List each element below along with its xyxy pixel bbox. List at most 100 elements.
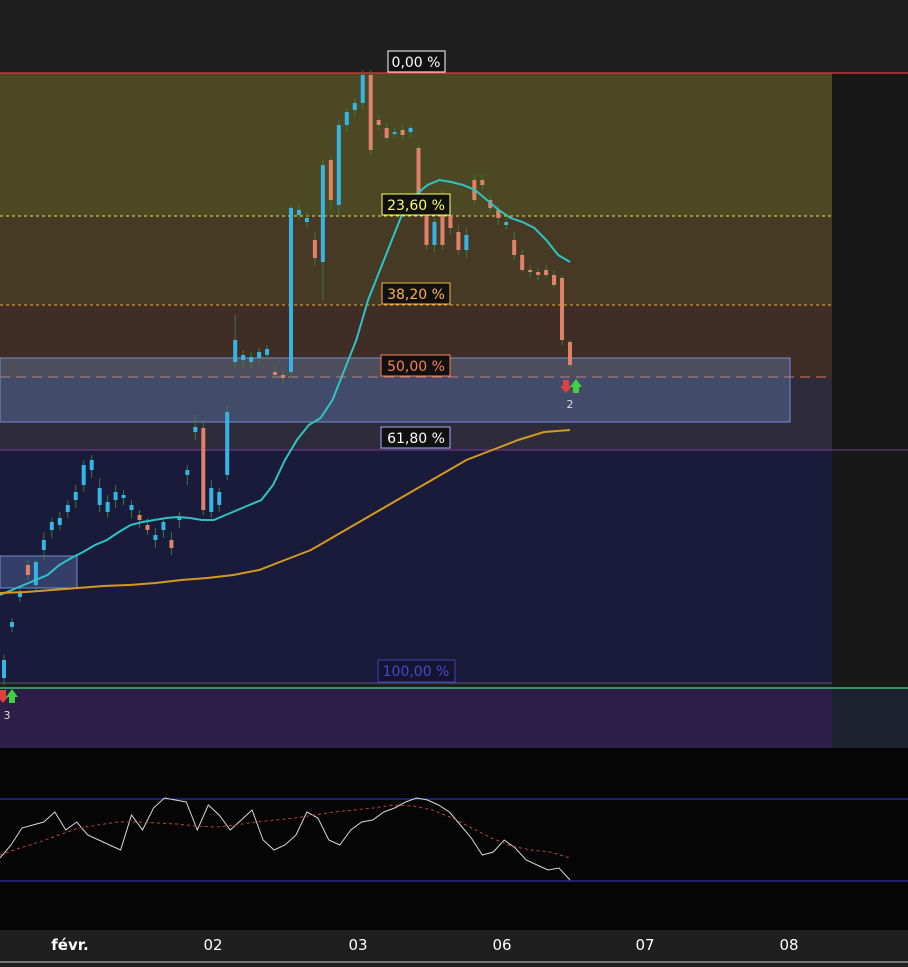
arrow-up-icon (570, 379, 582, 393)
fib-label-100: 100,00 % (377, 659, 456, 683)
candle-body (440, 195, 445, 245)
candle-body (169, 540, 174, 548)
signal-marker-end-label: 2 (567, 398, 574, 411)
ema-fast-line (0, 178, 571, 596)
candle-body (416, 148, 421, 195)
signal-marker-start-label: 3 (4, 709, 11, 722)
candle-body (201, 428, 206, 510)
fib-label-61: 61,80 % (380, 426, 451, 449)
candle-body (432, 222, 437, 245)
x-tick-label-03: 03 (348, 936, 367, 954)
x-tick-label-07: 07 (635, 936, 654, 954)
signal-marker-start[interactable]: 3 (0, 689, 18, 722)
candle-body (129, 505, 134, 510)
candle-body (552, 275, 557, 285)
fib-label-0-text: 0,00 % (392, 55, 441, 71)
fib-label-0: 0,00 % (387, 50, 446, 73)
candle-body (9, 622, 14, 627)
candle-body (480, 180, 485, 185)
candle-body (408, 128, 413, 132)
candle-body (25, 565, 30, 575)
candle-body (97, 488, 102, 505)
candle-body (448, 215, 453, 228)
candle-body (17, 592, 22, 597)
candle-body (241, 355, 246, 360)
candle-body (121, 495, 126, 498)
candle-body (376, 120, 381, 125)
candle-body (185, 470, 190, 475)
candle-body (344, 112, 349, 125)
candle-body (496, 210, 501, 218)
candle-body (368, 75, 373, 150)
candle-body (49, 522, 54, 530)
candles-group (2, 70, 572, 685)
candle-body (105, 502, 110, 512)
x-tick-label-08: 08 (779, 936, 798, 954)
candle-body (504, 222, 509, 225)
fib-label-100-text: 100,00 % (383, 664, 450, 680)
candle-body (352, 103, 357, 110)
candle-body (288, 208, 293, 372)
fib-zone-61-100 (0, 450, 832, 683)
x-tick-label-06: 06 (492, 936, 511, 954)
fib-zone-0-23 (0, 73, 832, 216)
candle-body (400, 130, 405, 135)
fib-label-38: 38,20 % (381, 282, 451, 305)
candle-body (257, 352, 262, 358)
candle-body (568, 342, 572, 365)
candle-body (544, 270, 549, 275)
candle-body (225, 412, 230, 475)
candle-body (73, 492, 78, 500)
candle-body (113, 492, 118, 500)
fib-label-23: 23,60 % (381, 193, 451, 216)
candle-body (137, 515, 142, 520)
candle-body (536, 272, 541, 275)
arrow-up-icon (6, 689, 18, 703)
candle-body (2, 660, 6, 678)
candle-body (392, 132, 397, 134)
candle-body (273, 372, 278, 375)
candle-body (57, 518, 62, 525)
candle-body (328, 160, 333, 200)
rsi-line (0, 797, 571, 881)
rsi-lines-group (0, 797, 571, 881)
fib-label-38-text: 38,20 % (387, 287, 445, 303)
top-margin (0, 0, 908, 73)
candle-body (233, 340, 238, 362)
signal-marker-end[interactable]: 2 (560, 379, 582, 411)
candle-body (424, 200, 429, 245)
fib-label-23-text: 23,60 % (387, 198, 445, 214)
candle-body (193, 427, 198, 432)
candle-body (512, 240, 517, 255)
candle-body (33, 562, 38, 585)
candle-body (41, 540, 46, 550)
rsi-signal-line (0, 804, 571, 859)
candle-body (177, 518, 182, 520)
fib-label-61-text: 61,80 % (387, 431, 445, 447)
candle-body (464, 235, 469, 250)
candle-body (89, 460, 94, 470)
candle-body (456, 232, 461, 250)
arrow-down-icon (0, 690, 9, 703)
candle-body (312, 240, 317, 258)
candle-body (65, 505, 70, 512)
moving-averages-group (0, 178, 571, 596)
candle-body (145, 525, 150, 530)
right-price-panel (832, 73, 908, 748)
candle-body (336, 125, 341, 205)
candle-body (217, 492, 222, 505)
arrow-down-icon (560, 380, 572, 393)
x-tick-label-02: 02 (203, 936, 222, 954)
candle-body (520, 255, 525, 270)
indicator-band (0, 688, 832, 748)
candle-body (560, 278, 565, 340)
candle-body (281, 375, 286, 378)
candle-body (81, 465, 86, 485)
candle-body (360, 75, 365, 103)
ema-slow-line (0, 429, 571, 594)
candle-body (209, 488, 214, 512)
candle-body (265, 349, 270, 355)
candle-body (296, 210, 301, 215)
x-axis-bar (0, 930, 908, 967)
